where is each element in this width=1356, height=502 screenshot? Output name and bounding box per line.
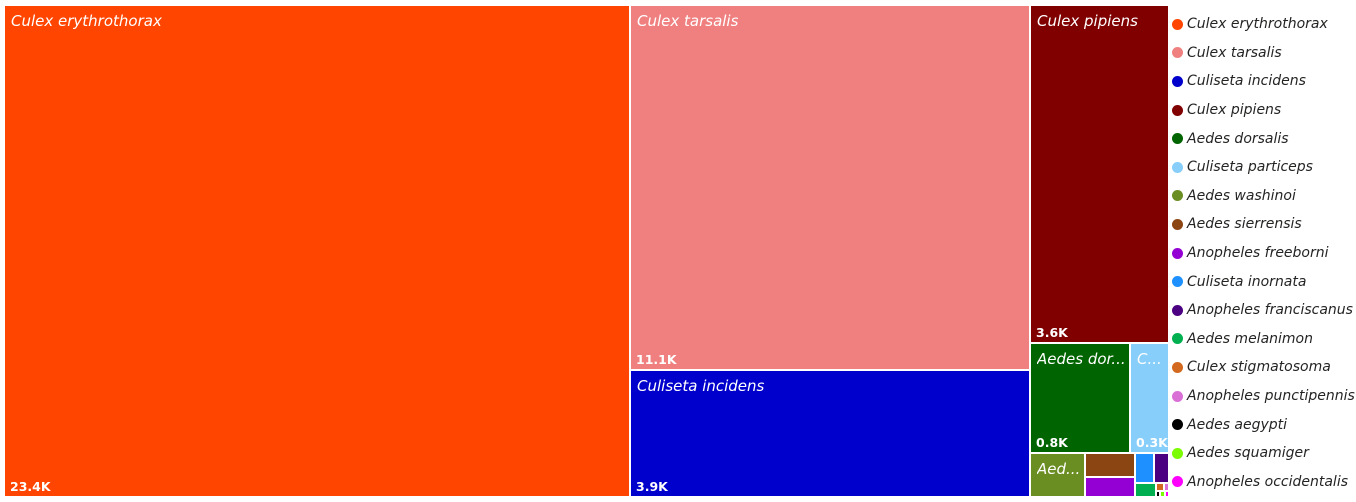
legend-label: Anopheles punctipennis — [1187, 388, 1355, 405]
legend-label: Culex erythrothorax — [1187, 16, 1328, 33]
legend-marker — [1172, 133, 1183, 145]
tile-value-label: 3.9K — [636, 479, 668, 494]
tile-aedes-dorsalis[interactable]: Aedes dor... 0.8K — [1030, 343, 1130, 453]
legend-marker — [1172, 218, 1183, 230]
legend-marker — [1172, 304, 1183, 316]
legend-item-anopheles-punctipennis[interactable]: Anopheles punctipennis — [1172, 382, 1356, 411]
tile-value-label: 0.3K — [1136, 435, 1168, 450]
legend-label: Culiseta incidens — [1187, 73, 1306, 90]
legend-marker — [1172, 161, 1183, 173]
tile-anopheles-freeborni[interactable] — [1085, 477, 1135, 497]
legend-item-culex-stigmatosoma[interactable]: Culex stigmatosoma — [1172, 353, 1356, 382]
legend-label: Culex pipiens — [1187, 102, 1282, 119]
legend-label: Aedes squamiger — [1187, 445, 1309, 462]
tile-anopheles-franciscanus[interactable] — [1154, 453, 1169, 483]
legend-label: Culiseta particeps — [1187, 159, 1313, 176]
legend-marker — [1172, 361, 1183, 373]
tile-aedes-aegypti[interactable] — [1156, 491, 1160, 497]
tile-culex-stigmatosoma[interactable] — [1156, 483, 1164, 491]
tile-culex-erythrothorax[interactable]: Culex erythrothorax 23.4K — [4, 5, 630, 497]
tile-culex-pipiens[interactable]: Culex pipiens 3.6K — [1030, 5, 1169, 343]
legend-item-aedes-squamiger[interactable]: Aedes squamiger — [1172, 439, 1356, 468]
legend-marker — [1172, 476, 1183, 488]
legend-item-aedes-washinoi[interactable]: Aedes washinoi — [1172, 182, 1356, 211]
tile-aedes-squamiger[interactable] — [1160, 491, 1165, 497]
legend-label: Aedes dorsalis — [1187, 130, 1289, 147]
legend-label: Anopheles franciscanus — [1187, 302, 1353, 319]
legend-label: Aedes sierrensis — [1187, 216, 1302, 233]
legend-label: Aedes washinoi — [1187, 187, 1296, 204]
legend-item-culex-pipiens[interactable]: Culex pipiens — [1172, 96, 1356, 125]
tile-value-label: 3.6K — [1036, 325, 1068, 340]
legend-marker — [1172, 419, 1183, 431]
legend-item-anopheles-franciscanus[interactable]: Anopheles franciscanus — [1172, 296, 1356, 325]
legend-item-culex-erythrothorax[interactable]: Culex erythrothorax — [1172, 10, 1356, 39]
tile-aedes-melanimon[interactable] — [1135, 483, 1156, 497]
legend-marker — [1172, 276, 1183, 288]
legend-marker — [1172, 333, 1183, 345]
tile-value-label: 11.1K — [636, 352, 677, 367]
tile-name-label: Culex erythrothorax — [11, 12, 162, 30]
legend-item-anopheles-occidentalis[interactable]: Anopheles occidentalis — [1172, 468, 1356, 497]
legend-marker — [1172, 47, 1183, 59]
tile-culex-tarsalis[interactable]: Culex tarsalis 11.1K — [630, 5, 1030, 370]
legend-label: Aedes aegypti — [1187, 416, 1288, 433]
legend-item-culiseta-inornata[interactable]: Culiseta inornata — [1172, 267, 1356, 296]
tile-culiseta-incidens[interactable]: Culiseta incidens 3.9K — [630, 370, 1030, 497]
legend-item-aedes-sierrensis[interactable]: Aedes sierrensis — [1172, 210, 1356, 239]
treemap-plot-area: Culex erythrothorax 23.4K Culex tarsalis 11… — [4, 5, 1169, 497]
legend-item-culiseta-incidens[interactable]: Culiseta incidens — [1172, 67, 1356, 96]
legend: Culex erythrothorax Culex tarsalis Culiset… — [1172, 10, 1356, 496]
legend-marker — [1172, 390, 1183, 402]
tile-name-label: C... — [1137, 350, 1162, 368]
legend-item-culex-tarsalis[interactable]: Culex tarsalis — [1172, 39, 1356, 68]
tile-name-label: Aedes dor... — [1037, 350, 1126, 368]
tile-name-label: Culex tarsalis — [637, 12, 739, 30]
legend-item-anopheles-freeborni[interactable]: Anopheles freeborni — [1172, 239, 1356, 268]
tile-value-label: 23.4K — [10, 479, 51, 494]
tile-value-label: 0.8K — [1036, 435, 1068, 450]
tile-name-label: Culex pipiens — [1037, 12, 1138, 30]
legend-item-aedes-melanimon[interactable]: Aedes melanimon — [1172, 325, 1356, 354]
tile-culiseta-inornata[interactable] — [1135, 453, 1154, 483]
tile-aedes-sierrensis[interactable] — [1085, 453, 1135, 477]
legend-label: Anopheles occidentalis — [1187, 473, 1348, 490]
tile-name-label: Aed... — [1037, 460, 1081, 478]
tile-anopheles-punctipennis[interactable] — [1164, 483, 1169, 491]
legend-label: Culiseta inornata — [1187, 273, 1307, 290]
legend-item-aedes-aegypti[interactable]: Aedes aegypti — [1172, 410, 1356, 439]
legend-marker — [1172, 104, 1183, 116]
legend-item-culiseta-particeps[interactable]: Culiseta particeps — [1172, 153, 1356, 182]
legend-label: Anopheles freeborni — [1187, 245, 1329, 262]
legend-label: Culex stigmatosoma — [1187, 359, 1331, 376]
tile-anopheles-occidentalis[interactable] — [1165, 491, 1169, 497]
legend-marker — [1172, 447, 1183, 459]
legend-label: Aedes melanimon — [1187, 330, 1313, 347]
legend-marker — [1172, 247, 1183, 259]
tile-name-label: Culiseta incidens — [637, 377, 765, 395]
legend-marker — [1172, 75, 1183, 87]
legend-item-aedes-dorsalis[interactable]: Aedes dorsalis — [1172, 124, 1356, 153]
legend-marker — [1172, 18, 1183, 30]
legend-label: Culex tarsalis — [1187, 44, 1282, 61]
tile-aedes-washinoi[interactable]: Aed... — [1030, 453, 1085, 497]
tile-culiseta-particeps[interactable]: C... 0.3K — [1130, 343, 1169, 453]
legend-marker — [1172, 190, 1183, 202]
